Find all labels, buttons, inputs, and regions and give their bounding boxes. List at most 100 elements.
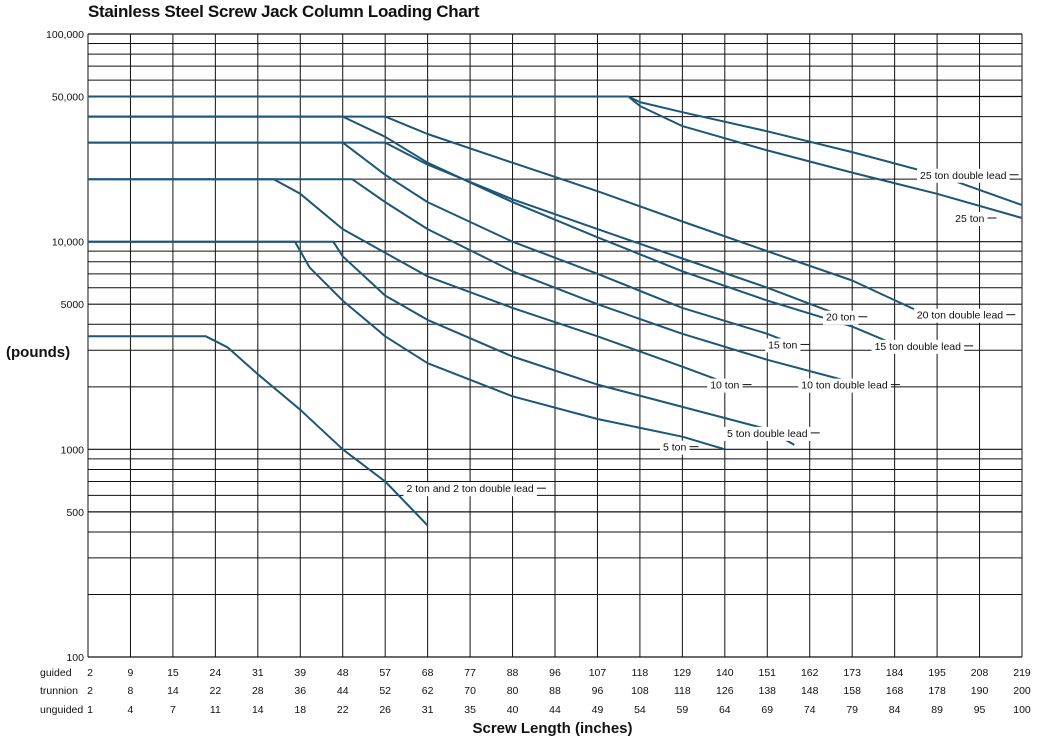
series-line — [88, 115, 938, 321]
x-tick-label: 26 — [379, 704, 391, 716]
x-tick-label: 88 — [549, 685, 561, 697]
y-tick-label: 10,000 — [52, 237, 84, 249]
x-tick-label: 126 — [716, 685, 734, 697]
x-tick-label: 151 — [759, 667, 777, 679]
x-tick-label: 195 — [928, 667, 946, 679]
x-tick-label: 36 — [294, 685, 306, 697]
x-tick-label: 18 — [294, 704, 306, 716]
x-tick-label: 62 — [422, 685, 434, 697]
x-tick-label: 2 — [87, 667, 93, 679]
x-tick-label: 22 — [337, 704, 349, 716]
x-tick-label: 118 — [632, 667, 649, 679]
x-tick-label: 158 — [843, 685, 861, 697]
series-line — [88, 141, 795, 346]
x-tick-label: 77 — [464, 667, 476, 679]
x-tick-label: 31 — [252, 667, 264, 679]
x-tick-label: 49 — [592, 704, 604, 716]
series-label: 5 ton — [663, 442, 687, 454]
x-tick-label: 7 — [170, 704, 176, 716]
series-label-bg — [403, 482, 537, 497]
x-tick-label: 190 — [971, 685, 989, 697]
x-tick-label: 22 — [210, 685, 222, 697]
series-label-bg — [798, 378, 891, 393]
series-label-bg — [913, 308, 1007, 323]
x-tick-label: 48 — [337, 667, 349, 679]
x-tick-label: 178 — [928, 685, 946, 697]
series-line — [88, 115, 895, 346]
x-tick-label: 2 — [87, 685, 93, 697]
x-tick-label: 100 — [1013, 704, 1031, 716]
x-tick-label: 9 — [128, 667, 134, 679]
series-label: 25 ton double lead — [920, 170, 1007, 182]
series-line — [88, 141, 853, 321]
x-tick-label: 129 — [674, 667, 692, 679]
x-tick-label: 88 — [507, 667, 519, 679]
x-tick-label: 148 — [801, 685, 819, 697]
series-line — [88, 178, 726, 384]
x-tick-label: 118 — [674, 685, 691, 697]
x-tick-label: 11 — [210, 704, 221, 716]
series-label-bg — [765, 338, 801, 353]
x-tick-label: 28 — [252, 685, 264, 697]
y-tick-label: 50,000 — [52, 92, 84, 104]
series-label: 20 ton double lead — [917, 310, 1004, 322]
chart-title: Stainless Steel Screw Jack Column Loadin… — [88, 2, 480, 21]
x-tick-label: 8 — [128, 685, 134, 697]
x-tick-label: 44 — [337, 685, 349, 697]
series-line — [88, 240, 795, 446]
x-tick-label: 35 — [464, 704, 476, 716]
x-tick-label: 54 — [634, 704, 646, 716]
series-label: 2 ton and 2 ton double lead — [406, 483, 533, 495]
x-tick-label: 200 — [1013, 685, 1031, 697]
x-tick-label: 138 — [759, 685, 777, 697]
x-tick-label: 40 — [507, 704, 519, 716]
x-tick-label: 79 — [846, 704, 858, 716]
y-tick-label: 5000 — [61, 299, 85, 311]
y-tick-label: 500 — [66, 507, 84, 519]
x-tick-label: 162 — [801, 667, 819, 679]
series-label-bg — [659, 440, 690, 455]
x-row-label: trunnion — [40, 685, 78, 697]
x-tick-label: 96 — [549, 667, 561, 679]
x-tick-label: 52 — [379, 685, 391, 697]
x-tick-label: 14 — [252, 704, 264, 716]
series-label: 15 ton — [768, 339, 797, 351]
series-label-bg — [823, 310, 859, 325]
x-tick-label: 1 — [87, 704, 93, 716]
x-tick-label: 31 — [422, 704, 434, 716]
series-label-bg — [723, 426, 811, 441]
x-tick-label: 74 — [804, 704, 816, 716]
x-tick-label: 24 — [210, 667, 222, 679]
x-row-label: guided — [40, 667, 72, 679]
series-label-bg — [871, 339, 965, 354]
x-tick-label: 89 — [931, 704, 943, 716]
x-tick-label: 57 — [379, 667, 391, 679]
x-axis-label: Screw Length (inches) — [472, 720, 633, 737]
x-tick-label: 108 — [631, 685, 649, 697]
x-tick-label: 219 — [1013, 667, 1031, 679]
x-tick-label: 107 — [589, 667, 607, 679]
x-tick-label: 96 — [592, 685, 604, 697]
x-tick-label: 68 — [422, 667, 434, 679]
series-label: 5 ton double lead — [727, 428, 808, 440]
x-tick-label: 208 — [971, 667, 989, 679]
x-tick-label: 140 — [716, 667, 734, 679]
y-tick-label: 100,000 — [46, 29, 84, 41]
x-tick-label: 14 — [167, 685, 179, 697]
y-axis-label: (pounds) — [6, 344, 71, 361]
x-tick-label: 59 — [677, 704, 689, 716]
y-tick-label: 1000 — [61, 444, 85, 456]
x-tick-label: 84 — [889, 704, 901, 716]
x-tick-label: 39 — [294, 667, 306, 679]
x-tick-label: 4 — [128, 704, 134, 716]
series-label-bg — [917, 168, 1010, 183]
series-label: 10 ton double lead — [801, 380, 888, 392]
x-tick-label: 95 — [974, 704, 986, 716]
x-tick-label: 69 — [761, 704, 773, 716]
series-label: 25 ton — [955, 213, 984, 225]
series-label: 10 ton — [710, 380, 739, 392]
series-line — [88, 335, 429, 527]
x-tick-label: 173 — [843, 667, 861, 679]
series-line — [88, 178, 853, 384]
series-label: 15 ton double lead — [875, 341, 962, 353]
